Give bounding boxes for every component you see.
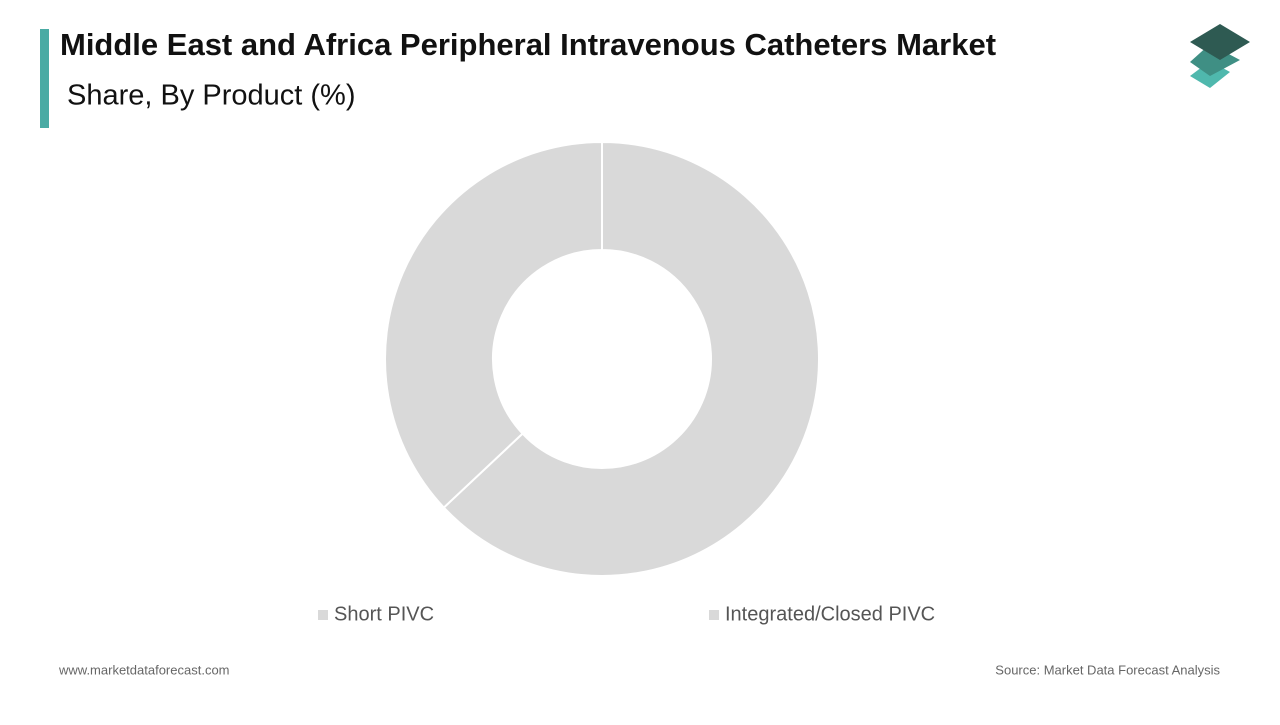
legend-label: Short PIVC — [334, 603, 434, 625]
chart-title: Middle East and Africa Peripheral Intrav… — [60, 27, 996, 62]
logo — [1190, 24, 1250, 88]
donut-chart: Short PIVC Integrated/Closed PIVC — [318, 140, 935, 625]
donut-segment — [384, 140, 603, 509]
chart-subtitle: Share, By Product (%) — [67, 80, 356, 112]
legend-swatch — [709, 610, 719, 620]
website: www.marketdataforecast.com — [58, 662, 230, 677]
donut-segment — [442, 140, 820, 577]
legend-swatch — [318, 610, 328, 620]
source: Source: Market Data Forecast Analysis — [995, 662, 1220, 677]
legend-label: Integrated/Closed PIVC — [725, 603, 935, 625]
title-bar — [40, 29, 49, 128]
